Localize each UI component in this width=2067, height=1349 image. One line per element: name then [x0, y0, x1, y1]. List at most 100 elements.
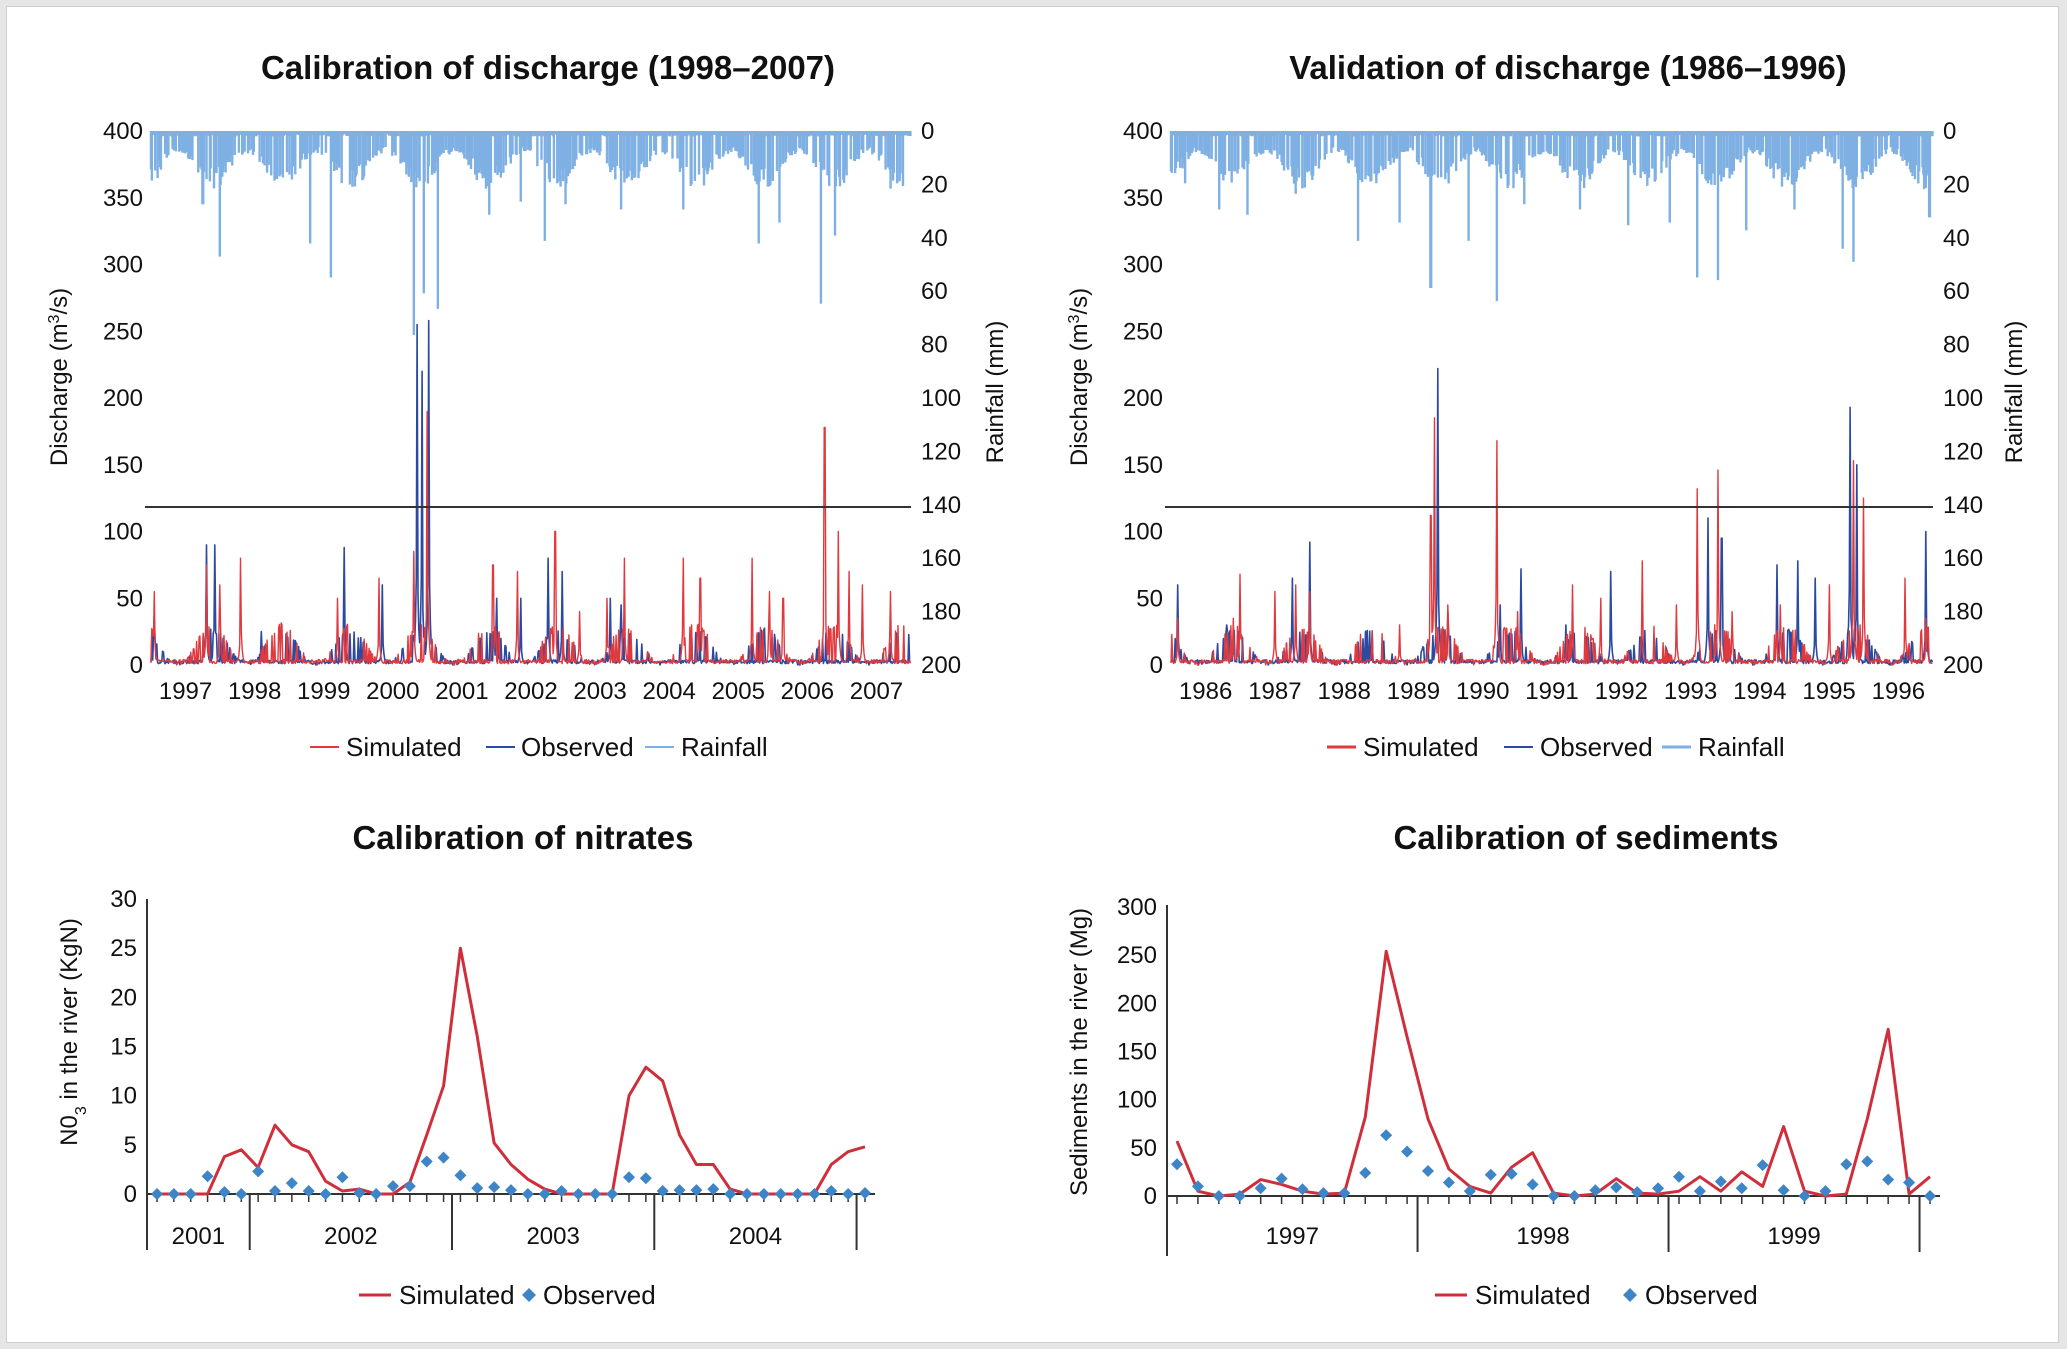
y-tick-label: 50: [1130, 1135, 1157, 1162]
observed-point: [1631, 1186, 1644, 1199]
observed-point: [302, 1185, 315, 1198]
chart-title: Calibration of nitrates: [352, 819, 693, 856]
observed-point: [471, 1182, 484, 1195]
observed-point: [151, 1188, 163, 1200]
x-tick-label: 2004: [642, 678, 695, 705]
observed-point: [235, 1188, 248, 1200]
y2-tick-label: 200: [921, 652, 961, 679]
legend-observed-label: Observed: [1645, 1280, 1758, 1310]
observed-point: [623, 1171, 635, 1184]
y2-tick-label: 180: [921, 599, 961, 626]
y2-tick-label: 120: [1943, 438, 1983, 465]
observed-series: [1170, 367, 1934, 666]
axis-ticks: 0 50 100 150 200 250 300 1997 1998 1999: [1117, 894, 1931, 1252]
x-tick-label: 1996: [1872, 678, 1925, 705]
y2-tick-label: 160: [1943, 545, 1983, 572]
simulated-series: [150, 410, 912, 666]
y-tick-label: 200: [103, 385, 143, 412]
observed-point: [488, 1181, 501, 1194]
y-axis-label: Sediments in the river (Mg): [1066, 908, 1093, 1196]
y2-tick-label: 140: [1943, 492, 1983, 519]
x-tick-label: 1990: [1456, 678, 1509, 705]
observed-point: [1673, 1170, 1685, 1183]
y-tick-label: 25: [110, 935, 137, 962]
x-tick-label: 1997: [159, 678, 212, 705]
y-tick-label: 150: [1117, 1039, 1157, 1066]
observed-point: [825, 1185, 838, 1198]
panel-valid-discharge: Validation of discharge (1986–1996) 0 50 1…: [1066, 49, 2029, 762]
y-tick-label: 100: [1117, 1087, 1157, 1114]
observed-point: [521, 1188, 534, 1200]
observed-point: [1422, 1164, 1434, 1177]
y-tick-label: 350: [1123, 185, 1163, 212]
chart-title: Calibration of sediments: [1393, 819, 1778, 856]
y2-axis-label: Rainfall (mm): [2001, 321, 2028, 464]
observed-point: [353, 1187, 366, 1200]
x-tick-label: 1989: [1387, 678, 1440, 705]
y-tick-label: 250: [103, 318, 143, 345]
observed-point: [505, 1184, 517, 1197]
simulated-line: [1175, 949, 1931, 1198]
y2-tick-label: 80: [921, 332, 948, 359]
observed-point: [319, 1188, 332, 1200]
observed-point: [1714, 1175, 1727, 1188]
y-tick-label: 100: [1123, 519, 1163, 546]
x-tick-label: 1995: [1802, 678, 1855, 705]
y-tick-label: 400: [1123, 118, 1163, 145]
observed-point: [606, 1188, 619, 1200]
legend-observed-label: Observed: [1540, 732, 1653, 762]
x-tick-label: 2001: [435, 678, 488, 705]
observed-point: [1401, 1145, 1414, 1158]
observed-point: [1756, 1159, 1769, 1172]
observed-point: [639, 1172, 652, 1185]
chart-title: Validation of discharge (1986–1996): [1289, 49, 1847, 86]
observed-point: [1191, 1180, 1204, 1193]
figure-frame: Calibration of discharge (1998–2007) 0 50…: [6, 6, 2059, 1343]
observed-point: [1526, 1178, 1539, 1191]
observed-point: [1903, 1176, 1916, 1189]
observed-point: [1317, 1187, 1330, 1200]
observed-point: [741, 1188, 753, 1200]
y2-tick-label: 80: [1943, 332, 1970, 359]
legend-observed-marker: [1623, 1288, 1637, 1302]
observed-point: [269, 1185, 281, 1198]
y-tick-label: 300: [103, 252, 143, 279]
legend-observed-label: Observed: [521, 732, 634, 762]
y2-tick-label: 180: [1943, 599, 1983, 626]
observed-point: [1463, 1185, 1476, 1198]
observed-point: [1254, 1182, 1267, 1195]
observed-point: [1359, 1166, 1372, 1179]
observed-point: [285, 1177, 298, 1190]
observed-point: [1861, 1155, 1874, 1168]
panel-calib-sediments: Calibration of sediments 0 50 100 150 200 250…: [1066, 819, 1940, 1310]
y-tick-label: 250: [1117, 942, 1157, 969]
observed-point: [1380, 1129, 1393, 1142]
x-tick-label: 1997: [1266, 1223, 1319, 1250]
x-tick-label: 2004: [729, 1223, 782, 1250]
y2-tick-label: 60: [1943, 278, 1970, 305]
observed-point: [1547, 1190, 1560, 1202]
y-tick-label: 200: [1117, 990, 1157, 1017]
observed-point: [252, 1165, 265, 1178]
y-axis-label-sub: 3: [73, 1106, 90, 1115]
legend-rainfall-label: Rainfall: [681, 732, 768, 762]
observed-point: [724, 1188, 737, 1200]
observed-line: [1170, 367, 1934, 666]
y2-tick-label: 100: [1943, 385, 1983, 412]
x-tick-label: 1986: [1179, 678, 1232, 705]
y-axis-label-sup: 3: [1066, 314, 1083, 323]
x-tick-label: 2003: [526, 1223, 579, 1250]
observed-point: [454, 1169, 467, 1182]
legend-observed-label: Observed: [543, 1280, 656, 1310]
y-tick-label: 350: [103, 185, 143, 212]
observed-point: [791, 1188, 804, 1200]
y2-tick-label: 40: [1943, 225, 1970, 252]
observed-point: [1338, 1187, 1351, 1200]
x-tick-label: 2005: [712, 678, 765, 705]
y2-tick-label: 0: [921, 118, 934, 145]
legend-rainfall-label: Rainfall: [1698, 732, 1785, 762]
observed-point: [1296, 1183, 1309, 1196]
tick-labels: 0 50 100 150 200 250 300 350 400 0 20 40 60 80 100 120 1…: [103, 118, 961, 705]
observed-point: [842, 1188, 855, 1200]
legend-simulated-label: Simulated: [1363, 732, 1479, 762]
